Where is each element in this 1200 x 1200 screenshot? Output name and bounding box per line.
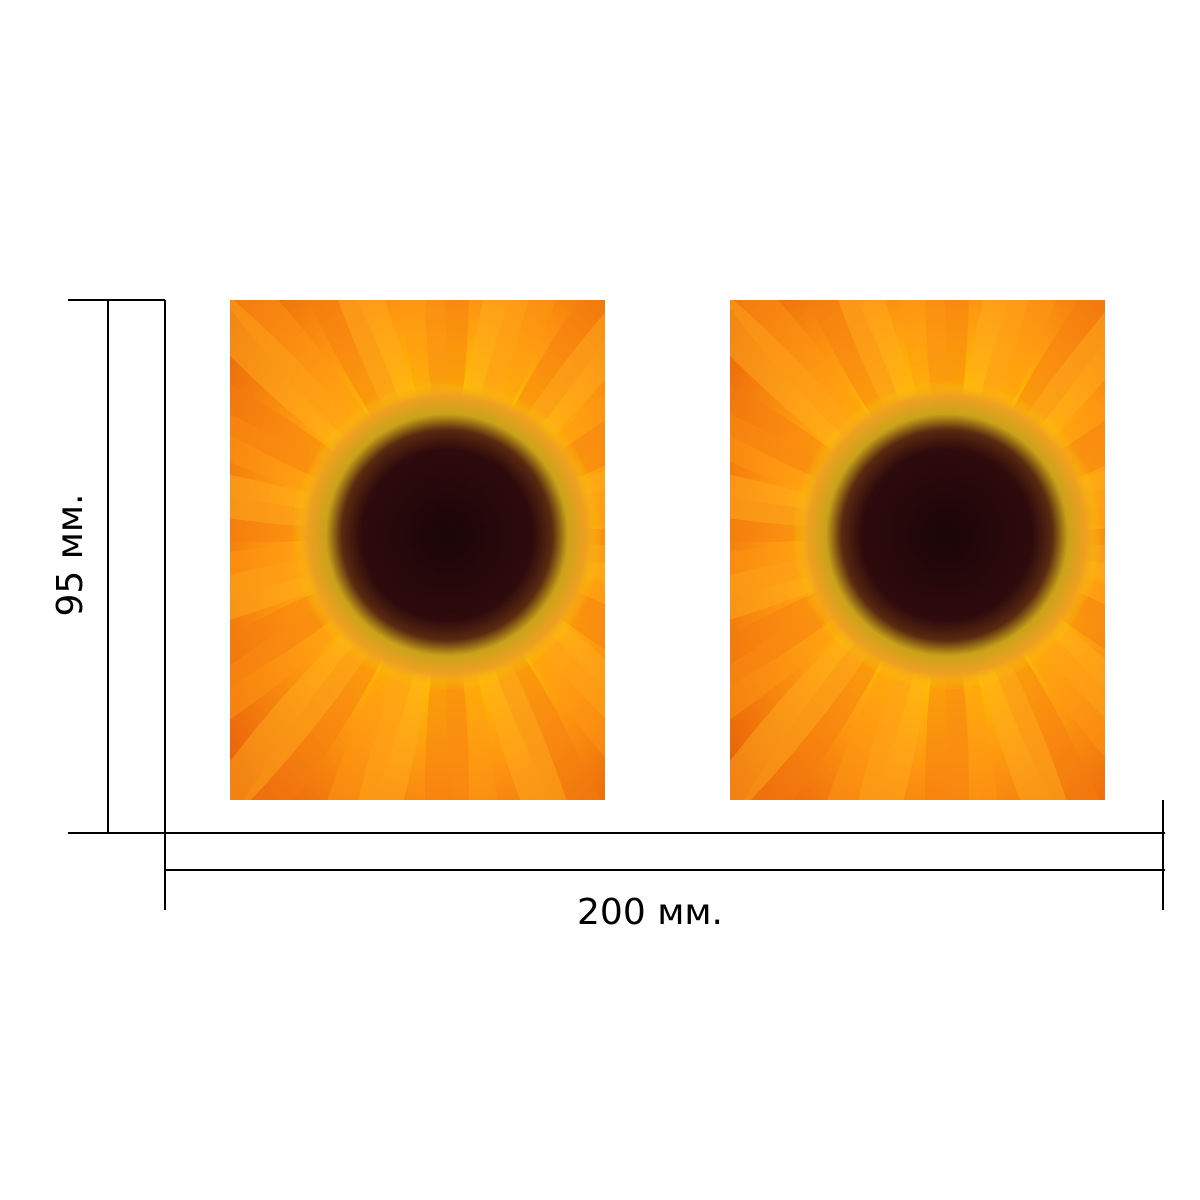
width-dimension: 200 мм. bbox=[164, 800, 1165, 933]
width-label: 200 мм. bbox=[577, 892, 723, 933]
height-label: 95 мм. bbox=[50, 493, 91, 616]
flower-photo bbox=[517, 105, 1200, 965]
height-dimension: 95 мм. bbox=[50, 299, 166, 834]
